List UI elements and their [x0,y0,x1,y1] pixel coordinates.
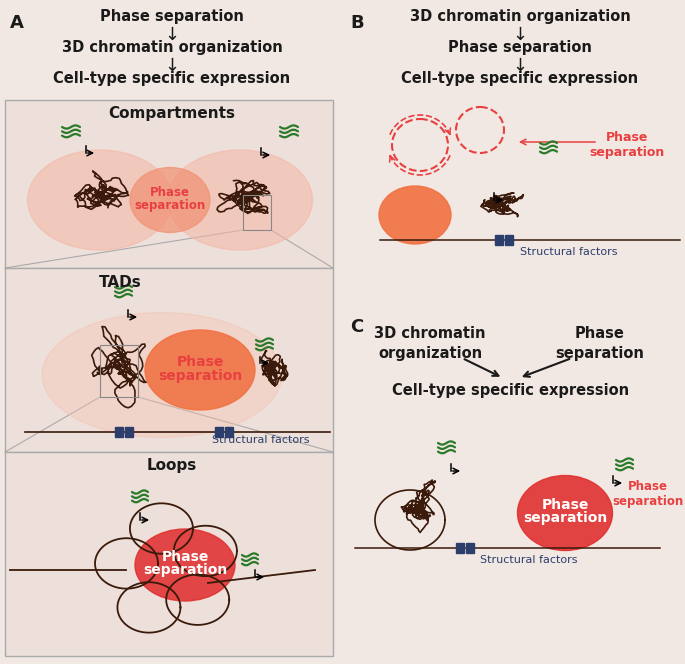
Text: 3D chromatin organization: 3D chromatin organization [62,40,282,55]
Bar [505,235,513,245]
Ellipse shape [135,529,235,601]
Text: separation: separation [158,369,242,383]
Text: Phase
separation: Phase separation [589,131,664,159]
Text: ↓: ↓ [512,26,527,44]
Bar [495,235,503,245]
Text: Loops: Loops [147,458,197,473]
Text: 3D chromatin
organization: 3D chromatin organization [374,326,486,361]
Text: Phase: Phase [150,187,190,199]
Text: separation: separation [143,563,227,577]
Ellipse shape [130,167,210,232]
Text: Phase
separation: Phase separation [612,480,684,508]
Text: TADs: TADs [99,275,141,290]
Text: Cell-type specific expression: Cell-type specific expression [53,71,290,86]
Text: Phase separation: Phase separation [448,40,592,55]
Text: B: B [350,14,364,32]
Ellipse shape [145,330,255,410]
Bar [115,427,123,437]
Text: separation: separation [523,511,607,525]
Text: A: A [10,14,24,32]
Text: ↓: ↓ [512,57,527,75]
Text: Phase
separation: Phase separation [556,326,645,361]
Ellipse shape [168,150,312,250]
Text: Phase: Phase [176,355,224,369]
Bar [100,345,138,397]
Text: Cell-type specific expression: Cell-type specific expression [401,71,638,86]
Text: Compartments: Compartments [108,106,236,121]
Text: Phase separation: Phase separation [100,9,244,24]
Bar [456,543,464,553]
Ellipse shape [379,186,451,244]
Bar [215,427,223,437]
Text: separation: separation [134,199,206,212]
Text: C: C [350,318,363,336]
Text: Structural factors: Structural factors [520,247,617,257]
FancyBboxPatch shape [5,452,333,656]
Ellipse shape [27,150,173,250]
Ellipse shape [42,313,282,438]
Text: ↓: ↓ [164,26,179,44]
Text: 3D chromatin organization: 3D chromatin organization [410,9,630,24]
Bar [125,427,133,437]
Text: Cell-type specific expression: Cell-type specific expression [393,383,630,398]
Text: Structural factors: Structural factors [480,555,577,565]
Text: Phase: Phase [161,550,209,564]
Ellipse shape [517,475,612,550]
FancyBboxPatch shape [5,268,333,452]
Text: Structural factors: Structural factors [212,435,310,445]
Text: Phase: Phase [541,498,588,512]
Bar [225,427,233,437]
FancyBboxPatch shape [5,100,333,268]
Bar [466,543,474,553]
Bar [243,195,271,230]
Text: ↓: ↓ [164,57,179,75]
